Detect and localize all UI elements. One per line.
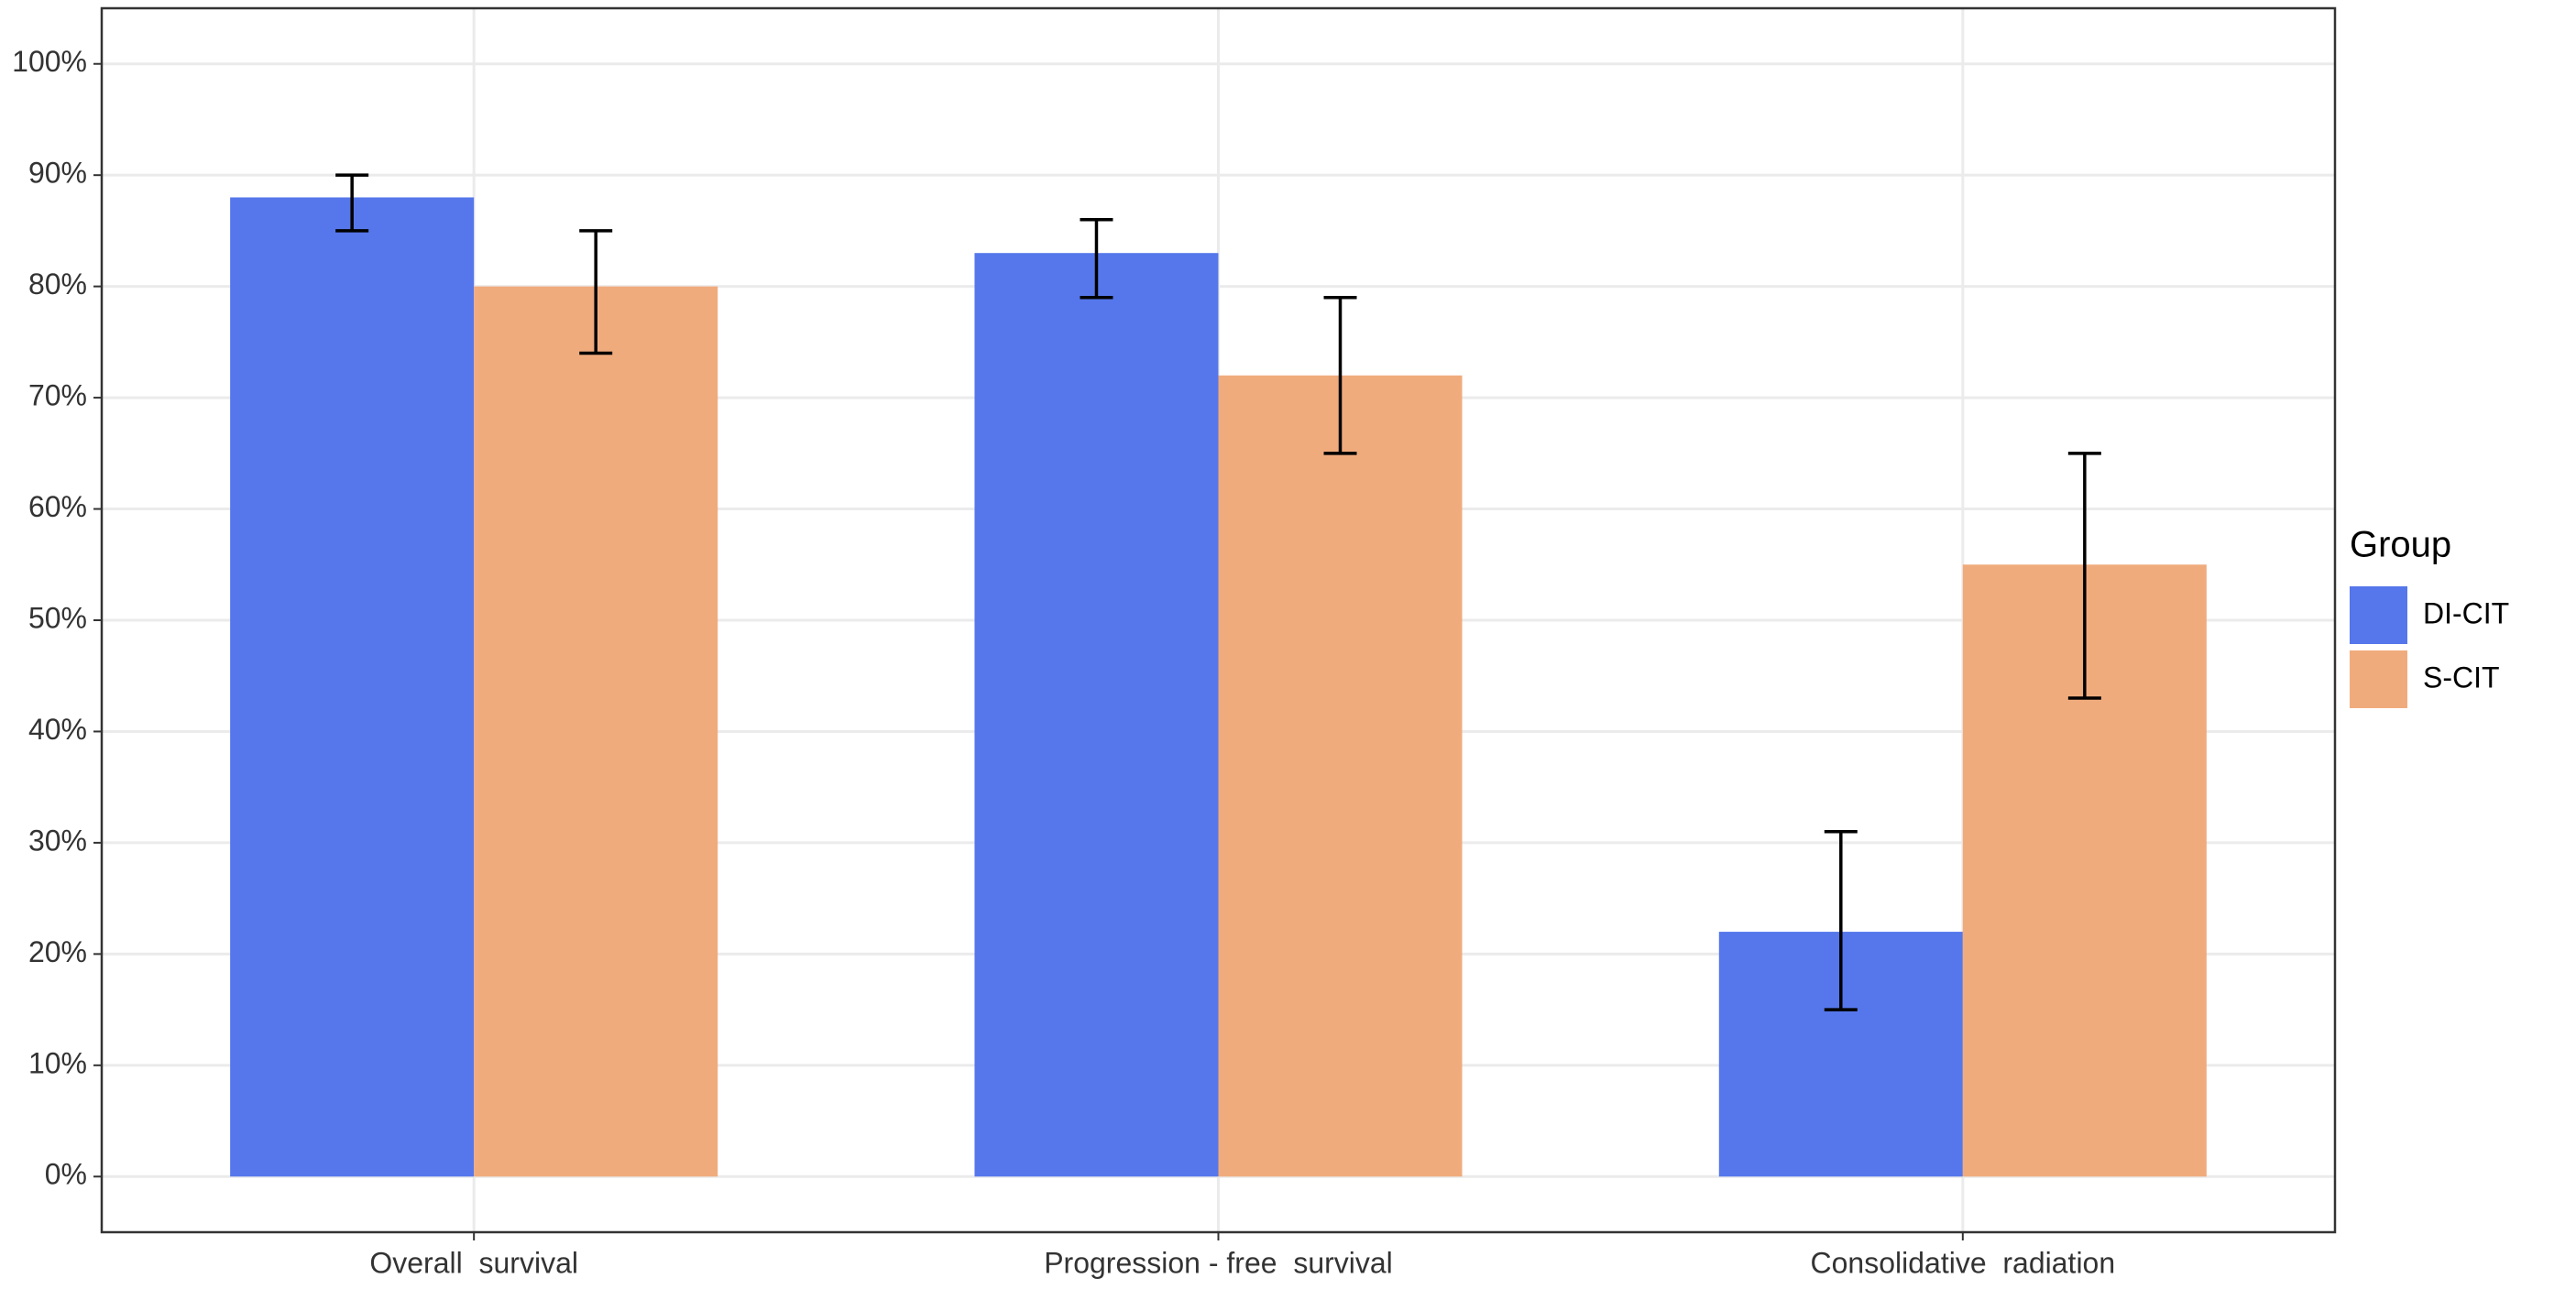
error-bar — [579, 229, 613, 355]
error-bar — [335, 173, 369, 233]
bar — [474, 286, 718, 1177]
y-tick-label: 0% — [45, 1158, 87, 1191]
y-tick-label: 40% — [28, 713, 87, 746]
x-tick-label: Consolidative radiation — [1811, 1246, 2116, 1279]
x-tick-label: Overall survival — [369, 1246, 578, 1279]
y-tick-label: 50% — [28, 601, 87, 634]
y-tick-label: 100% — [12, 45, 87, 78]
plot-border — [100, 6, 2337, 1234]
legend-label: DI-CIT — [2423, 596, 2509, 629]
legend-key — [2350, 586, 2407, 644]
y-tick-label: 10% — [28, 1046, 87, 1079]
legend-label: S-CIT — [2423, 661, 2500, 694]
error-bar — [1323, 296, 1357, 455]
bar — [974, 253, 1219, 1177]
legend-title: Group — [2350, 525, 2451, 565]
y-tick-label: 80% — [28, 268, 87, 300]
y-tick-label: 30% — [28, 824, 87, 857]
y-tick-label: 60% — [28, 490, 87, 523]
y-tick-label: 90% — [28, 157, 87, 190]
y-tick-label: 20% — [28, 935, 87, 968]
error-bar — [1080, 218, 1113, 300]
y-tick-label: 70% — [28, 379, 87, 412]
bar — [1218, 375, 1463, 1177]
x-tick-label: Progression - free survival — [1044, 1246, 1393, 1279]
error-bar — [2067, 452, 2101, 700]
error-bar — [1824, 830, 1858, 1011]
bar — [230, 197, 475, 1177]
legend-key — [2350, 650, 2407, 708]
